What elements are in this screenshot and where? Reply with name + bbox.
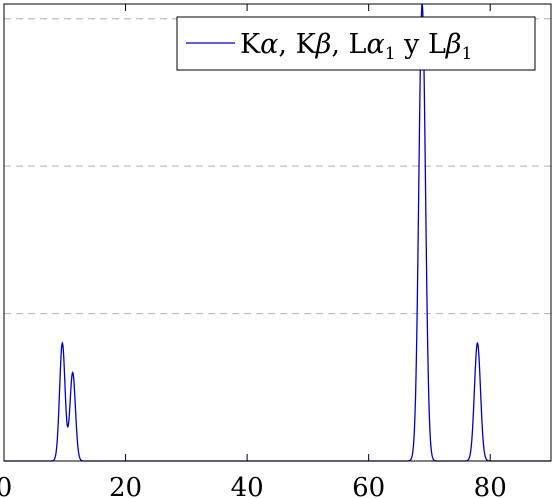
x-tick-label-0: 0 (0, 473, 12, 498)
x-tick-label-4: 80 (474, 473, 507, 498)
plot-frame (3, 3, 552, 462)
x-tick-label-1: 20 (109, 473, 142, 498)
legend-box (176, 16, 536, 71)
series-line-0 (4, 3, 551, 462)
legend-label: Kα, Kβ, Lα1 y Lβ1 (240, 29, 472, 64)
legend: Kα, Kβ, Lα1 y Lβ1 (176, 16, 536, 71)
x-tick-label-3: 60 (352, 473, 385, 498)
x-axis-ticks: 0 20 40 60 80 (0, 4, 507, 498)
x-tick-label-2: 40 (231, 473, 264, 498)
series-lines (4, 3, 551, 462)
